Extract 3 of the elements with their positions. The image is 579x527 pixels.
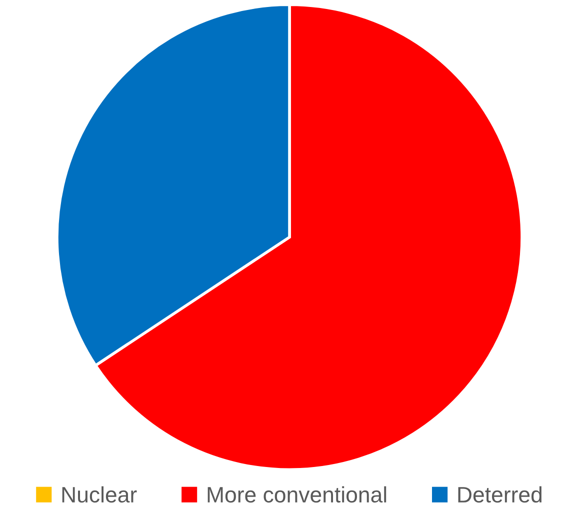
legend-label: Nuclear [62,486,137,503]
legend-label: More conventional [208,486,386,503]
legend-label: Deterred [458,486,542,503]
